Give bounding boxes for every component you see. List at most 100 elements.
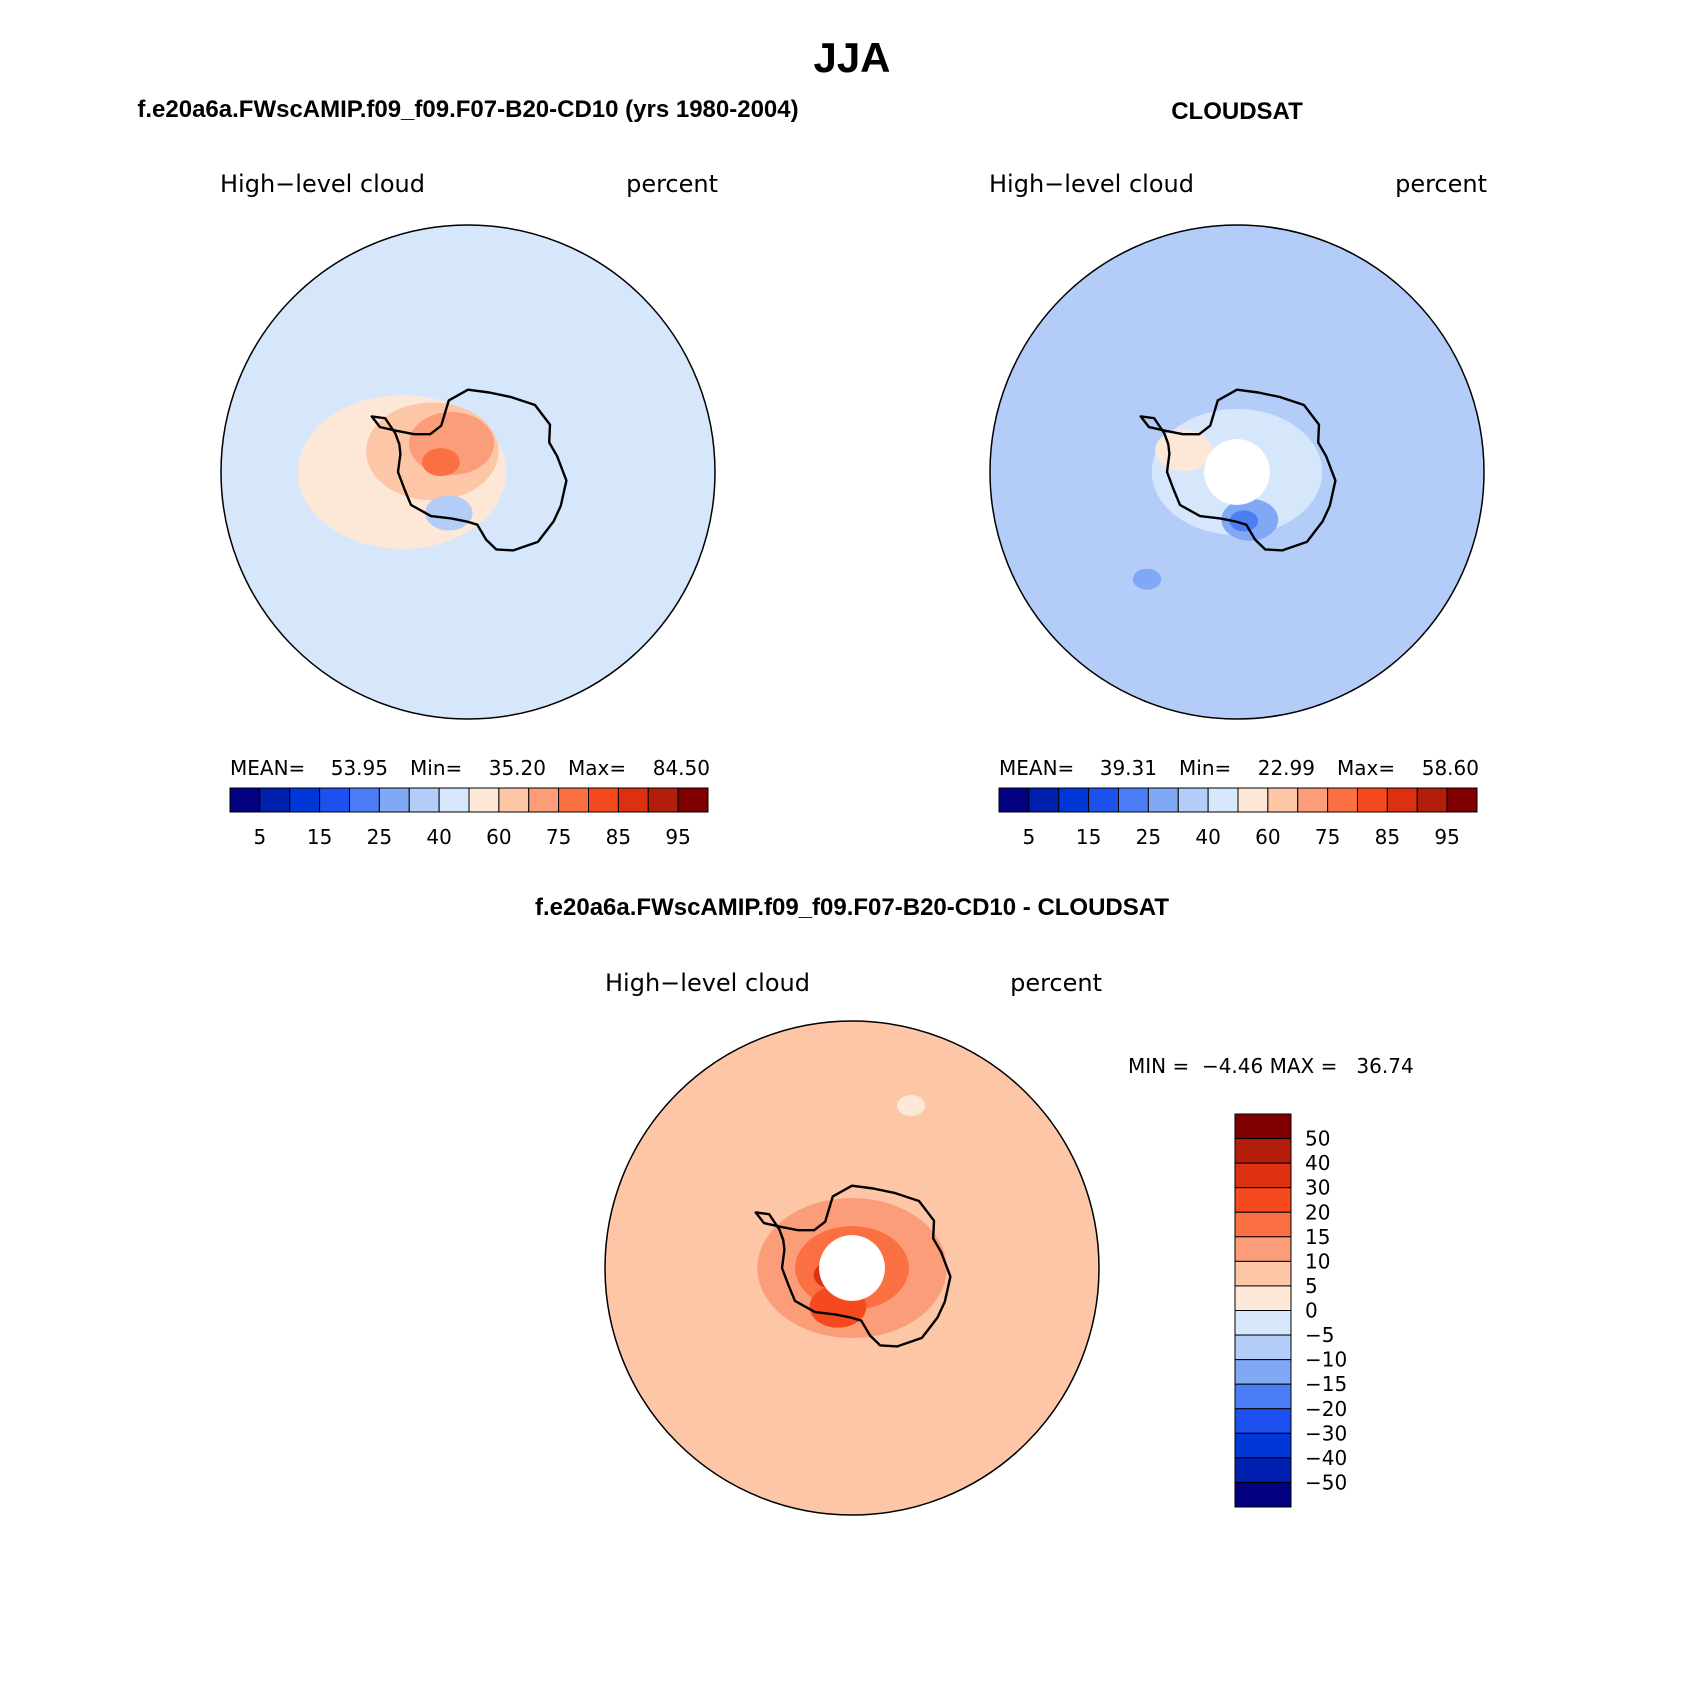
colorbar-tick-label: 40 — [1195, 825, 1220, 849]
min-label: Min= — [410, 756, 462, 780]
colorbar-tick-label: 95 — [665, 825, 690, 849]
colorbar-cell — [647, 787, 679, 813]
colorbar-tick-label: 5 — [1305, 1274, 1318, 1298]
colorbar-tick-label: 60 — [486, 825, 511, 849]
colorbar-cell — [1028, 787, 1060, 813]
colorbar-cell — [1234, 1334, 1292, 1361]
colorbar-tick-label: 15 — [1076, 825, 1101, 849]
antarctica-coastline — [1139, 388, 1337, 552]
colorbar-tick-label: 75 — [546, 825, 571, 849]
colorbar-cell — [378, 787, 410, 813]
colorbar-tick-label: 5 — [1023, 825, 1036, 849]
map-boundary — [604, 1020, 1100, 1516]
colorbar-cell — [1357, 787, 1388, 813]
colorbar-cell — [1234, 1457, 1292, 1483]
colorbar-tick-label: 5 — [254, 825, 267, 849]
colorbar: 5 15 25 40 60 75 85 95 — [998, 787, 1478, 849]
colorbar-cell — [1234, 1285, 1292, 1311]
colorbar-cell — [1234, 1359, 1292, 1385]
max-label: Max= — [568, 756, 626, 780]
colorbar-cell — [498, 787, 530, 813]
colorbar-cell — [1234, 1138, 1292, 1164]
colorbar-cell — [998, 787, 1030, 813]
colorbar-tick-label: 75 — [1315, 825, 1340, 849]
map-boundary — [989, 224, 1485, 720]
colorbar-tick-label: 85 — [1375, 825, 1400, 849]
colorbar-cell — [1267, 787, 1299, 813]
colorbar-tick-label: 0 — [1305, 1299, 1318, 1323]
contour-region — [421, 448, 460, 477]
colorbar-cell — [319, 787, 350, 813]
min-max-text: MIN = −4.46 MAX = 36.74 — [1128, 1054, 1414, 1078]
colorbar-tick-label: 15 — [307, 825, 332, 849]
colorbar-cell — [1234, 1260, 1292, 1287]
colorbar-cell — [677, 787, 709, 813]
colorbar-cell — [1234, 1187, 1292, 1213]
colorbar-cell — [1177, 787, 1209, 813]
max-value: 84.50 — [653, 756, 710, 780]
antarctica-coastline — [370, 388, 568, 552]
colorbar-cell — [229, 787, 261, 813]
colorbar-cell — [408, 787, 440, 813]
colorbar-cell — [1234, 1162, 1292, 1189]
max-value: 58.60 — [1422, 756, 1479, 780]
colorbar-cell — [438, 787, 470, 813]
units-label: percent — [626, 170, 718, 198]
colorbar-tick-label: 10 — [1305, 1249, 1330, 1273]
panel-observation: CLOUDSAT High−level cloud percent MEAN= … — [989, 98, 1487, 849]
colorbar-tick-label: 25 — [1136, 825, 1161, 849]
antarctica-coastline — [754, 1184, 952, 1348]
colorbar-tick-label: 60 — [1255, 825, 1280, 849]
missing-data-hole — [1204, 439, 1270, 505]
contour-region — [896, 1095, 926, 1117]
colorbar-cell — [1234, 1408, 1292, 1434]
colorbar-cell — [1234, 1236, 1292, 1262]
colorbar-tick-label: 25 — [367, 825, 392, 849]
colorbar-tick-label: −30 — [1305, 1421, 1347, 1445]
colorbar: 5 15 25 40 60 75 85 95 — [229, 787, 709, 849]
stats-line: MEAN= 39.31 Min= 22.99 Max= 58.60 — [999, 756, 1479, 780]
colorbar-tick-label: 95 — [1434, 825, 1459, 849]
colorbar-cell — [349, 787, 380, 813]
colorbar-cell — [1234, 1432, 1292, 1459]
units-label: percent — [1010, 969, 1102, 997]
polar-map-field — [221, 225, 715, 719]
colorbar-cell — [1234, 1481, 1292, 1508]
colorbar-tick-label: 30 — [1305, 1176, 1330, 1200]
mean-label: MEAN= — [999, 756, 1074, 780]
colorbar-cell — [1088, 787, 1119, 813]
colorbar-cell — [1416, 787, 1448, 813]
colorbar-cell — [588, 787, 619, 813]
colorbar-cell — [1118, 787, 1149, 813]
panel-difference: f.e20a6a.FWscAMIP.f09_f09.F07-B20-CD10 -… — [535, 894, 1414, 1516]
colorbar-cell — [1147, 787, 1179, 813]
panel-title: f.e20a6a.FWscAMIP.f09_f09.F07-B20-CD10 -… — [535, 894, 1169, 921]
colorbar-tick-label: −5 — [1305, 1323, 1334, 1347]
colorbar-cell — [1058, 787, 1090, 813]
colorbar-cell — [468, 787, 500, 813]
colorbar-tick-label: 40 — [426, 825, 451, 849]
contour-region — [425, 495, 473, 531]
variable-label: High−level cloud — [605, 969, 810, 997]
polar-map-field — [605, 1021, 1099, 1515]
mean-label: MEAN= — [230, 756, 305, 780]
contour-region — [1229, 510, 1259, 532]
panel-model: f.e20a6a.FWscAMIP.f09_f09.F07-B20-CD10 (… — [137, 96, 798, 849]
panel-title: CLOUDSAT — [1171, 98, 1303, 125]
variable-label: High−level cloud — [989, 170, 1194, 198]
colorbar-tick-label: 85 — [606, 825, 631, 849]
colorbar-cell — [1234, 1383, 1292, 1410]
contour-region — [1155, 429, 1212, 472]
colorbar-cell — [617, 787, 649, 813]
colorbar-tick-label: −20 — [1305, 1397, 1347, 1421]
colorbar-cell — [289, 787, 321, 813]
colorbar-tick-label: 15 — [1305, 1225, 1330, 1249]
panel-title: f.e20a6a.FWscAMIP.f09_f09.F07-B20-CD10 (… — [137, 96, 798, 123]
colorbar-tick-label: 50 — [1305, 1127, 1330, 1151]
colorbar-cell — [1234, 1113, 1292, 1140]
missing-data-hole — [819, 1235, 885, 1301]
colorbar-cell — [1234, 1211, 1292, 1238]
colorbar-cell — [1327, 787, 1358, 813]
